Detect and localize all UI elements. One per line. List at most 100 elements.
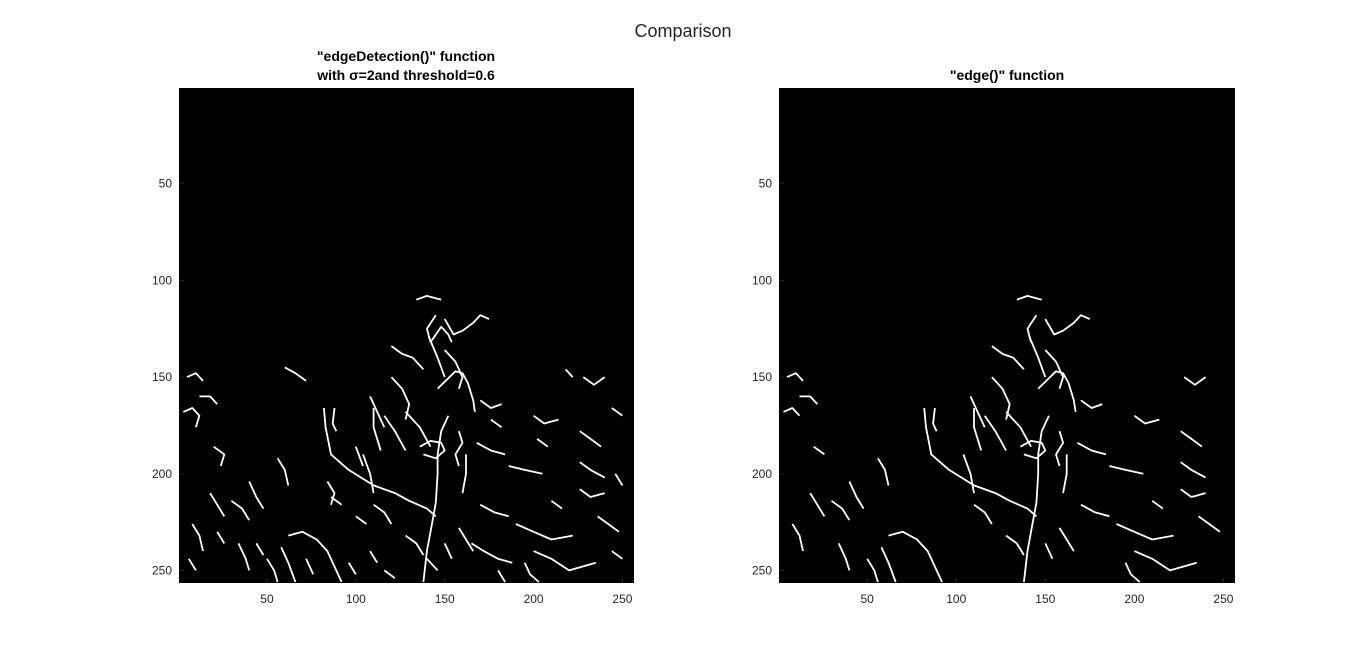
- edge-contour-20: [1109, 465, 1144, 475]
- edge-contour-41: [1180, 488, 1206, 498]
- edge-contour-29: [390, 376, 411, 420]
- edge-contour-59: [550, 500, 563, 510]
- edge-contour-40: [791, 523, 804, 552]
- edge-contour-35: [848, 481, 865, 510]
- edge-contour-33: [809, 492, 826, 517]
- edge-contour-42: [248, 481, 265, 510]
- edge-contour-43: [373, 503, 393, 525]
- edge-contour-18: [470, 542, 513, 564]
- edge-contour-32: [369, 396, 386, 428]
- edge-contour-32: [813, 445, 825, 456]
- edge-contour-57: [597, 515, 620, 533]
- edge-contour-37: [199, 395, 218, 405]
- edge-contour-34: [404, 411, 432, 448]
- edge-contour-1: [434, 415, 450, 503]
- edge-contour-44: [405, 534, 425, 556]
- y-axis: 50 100 150 200 250: [752, 177, 784, 577]
- edge-contour-31: [783, 407, 801, 417]
- edge-contour-40: [209, 492, 226, 517]
- edge-contour-8: [973, 408, 983, 451]
- edge-contour-39: [837, 543, 851, 571]
- edge-contour-42: [1197, 515, 1221, 533]
- y-tick-label: 200: [752, 467, 772, 481]
- edge-contour-4: [923, 407, 1037, 517]
- edge-contour-30: [427, 336, 446, 378]
- edge-contour-50: [216, 531, 226, 544]
- edge-contour-67: [611, 407, 623, 417]
- x-tick-label: 50: [860, 592, 874, 606]
- edge-contour-7: [461, 454, 467, 494]
- edge-contour-47: [266, 558, 279, 583]
- edge-contour-44: [1180, 461, 1207, 479]
- edge-contour-54: [369, 550, 378, 564]
- edge-contour-17: [1080, 503, 1110, 518]
- x-tick-label: 100: [346, 592, 366, 606]
- edge-contour-48: [1080, 399, 1103, 409]
- edge-contour-66: [564, 368, 574, 378]
- edge-contour-55: [383, 569, 396, 579]
- x-tick-label: 100: [946, 592, 966, 606]
- edge-contour-24: [991, 376, 1011, 420]
- x-tick-label: 200: [524, 592, 544, 606]
- x-tick-label: 150: [435, 592, 455, 606]
- edge-contour-25: [1028, 336, 1047, 378]
- x-axis: 50 100 150 200 250: [860, 578, 1234, 606]
- x-tick-label: 150: [1035, 592, 1055, 606]
- edge-contour-27: [983, 415, 1007, 451]
- edge-contour-34: [830, 500, 851, 521]
- edge-contour-10: [354, 446, 364, 467]
- edge-contour-19: [479, 503, 509, 518]
- edge-contour-16: [1116, 523, 1174, 541]
- edge-contour-38: [183, 407, 201, 428]
- edge-contour-69: [490, 418, 503, 429]
- edge-contour-14: [390, 345, 425, 370]
- y-tick-label: 250: [752, 563, 772, 577]
- y-tick-label: 250: [152, 563, 172, 577]
- edge-contour-50: [1044, 543, 1054, 560]
- edge-detection-panel: "edgeDetection()" function with σ=2and t…: [152, 48, 634, 606]
- edge-contour-48: [255, 542, 265, 556]
- edge-function-panel: "edge()" function 50 100 150 200 250 50 100 15…: [752, 67, 1235, 606]
- y-axis: 50 100 150 200 250: [152, 177, 184, 577]
- edge-contour-58: [611, 550, 623, 560]
- edge-contour-29: [786, 372, 804, 382]
- edge-contour-26: [305, 558, 315, 575]
- edge-contour-24: [288, 530, 343, 583]
- edge-contour-15: [1134, 550, 1197, 572]
- panel-title-line1: "edgeDetection()" function: [317, 48, 495, 64]
- edge-contour-39: [213, 445, 226, 467]
- edge-contour-31: [429, 325, 453, 343]
- edge-contour-12: [1044, 314, 1091, 336]
- edge-contour-3: [932, 407, 938, 432]
- edge-contour-2: [422, 502, 437, 583]
- y-tick-label: 200: [152, 467, 172, 481]
- edge-contour-1: [1035, 415, 1050, 503]
- x-axis: 50 100 150 200 250: [260, 578, 633, 606]
- panel-title: "edge()" function: [950, 67, 1064, 83]
- edge-contour-19: [1076, 442, 1107, 456]
- edge-contour-3: [331, 407, 338, 432]
- edge-contour-11: [415, 294, 442, 301]
- edge-contour-56: [579, 488, 605, 498]
- edge-contour-71: [443, 543, 453, 560]
- edge-contour-49: [1058, 527, 1075, 552]
- edge-contour-47: [1183, 376, 1207, 386]
- edge-contour-9: [962, 454, 975, 494]
- edge-contour-22: [476, 442, 506, 456]
- edge-contour-20: [523, 562, 540, 583]
- edge-contour-26: [969, 396, 986, 428]
- y-tick-label: 50: [159, 177, 173, 191]
- image-area: [179, 88, 634, 583]
- edge-contour-46: [330, 496, 343, 506]
- edge-contour-4: [323, 407, 437, 517]
- y-tick-label: 150: [752, 370, 772, 384]
- edge-contour-16: [533, 550, 597, 572]
- edge-contour-38: [866, 558, 879, 583]
- edge-contour-21: [888, 530, 943, 583]
- edge-contour-6: [1055, 430, 1064, 467]
- y-tick-label: 150: [152, 370, 172, 384]
- edge-contour-51: [191, 523, 204, 552]
- y-tick-label: 50: [759, 177, 773, 191]
- edge-contour-49: [237, 543, 251, 571]
- edge-contour-72: [426, 558, 439, 572]
